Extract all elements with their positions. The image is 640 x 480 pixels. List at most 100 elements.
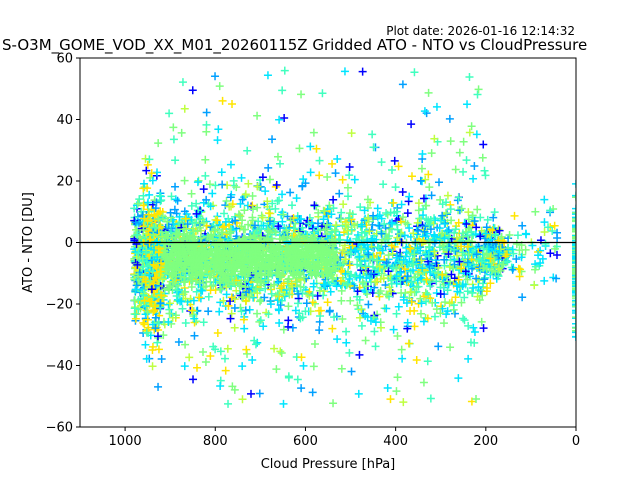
data-point [396, 229, 405, 238]
data-point [187, 282, 196, 291]
data-point [462, 220, 471, 229]
data-point [531, 265, 540, 274]
data-point [572, 328, 576, 337]
data-point [284, 302, 293, 311]
data-point [217, 264, 226, 273]
data-point [379, 180, 388, 189]
data-point [248, 191, 257, 200]
data-point [442, 227, 451, 236]
data-point [387, 279, 396, 288]
data-point [279, 264, 288, 273]
data-point [260, 293, 269, 302]
data-point [226, 314, 235, 323]
data-point [550, 221, 559, 230]
data-point [338, 175, 347, 184]
data-point [181, 259, 190, 268]
data-point [350, 175, 359, 184]
data-point [153, 237, 162, 246]
data-point [293, 375, 302, 384]
data-point [572, 323, 576, 332]
data-point [572, 314, 576, 323]
data-point [382, 258, 391, 267]
data-point [368, 130, 377, 139]
data-point [213, 329, 222, 338]
data-point [304, 258, 313, 267]
data-point [572, 258, 576, 267]
data-point [572, 239, 576, 248]
data-point [203, 250, 212, 259]
data-point [336, 215, 345, 224]
data-point [552, 274, 561, 283]
data-point [298, 289, 307, 298]
data-point [298, 223, 307, 232]
data-point [404, 339, 413, 348]
data-point [193, 178, 202, 187]
data-point [130, 296, 139, 305]
data-point [297, 384, 306, 393]
data-point [438, 270, 447, 279]
data-point [244, 220, 253, 229]
data-point [218, 260, 227, 269]
data-point [348, 241, 357, 250]
data-point [269, 263, 278, 272]
data-point [509, 249, 518, 258]
data-point [154, 319, 163, 328]
data-point [366, 316, 375, 325]
data-point [259, 322, 268, 331]
data-point [309, 128, 318, 137]
data-point [204, 292, 213, 301]
data-point [147, 169, 156, 178]
data-point [572, 277, 576, 286]
data-point [572, 232, 576, 241]
data-point [174, 265, 183, 274]
data-point [142, 306, 151, 315]
data-point [322, 220, 331, 229]
data-point [224, 264, 233, 273]
data-point [450, 260, 459, 269]
data-point [195, 256, 204, 265]
data-point [299, 273, 308, 282]
data-point [463, 275, 472, 284]
data-point [369, 143, 378, 152]
data-point [183, 220, 192, 229]
data-point [354, 389, 363, 398]
data-point [223, 344, 232, 353]
data-point [414, 226, 423, 235]
data-point [572, 289, 576, 298]
data-point [241, 225, 250, 234]
data-point [318, 89, 327, 98]
data-point [141, 248, 150, 257]
data-point [472, 274, 481, 283]
data-point [414, 199, 423, 208]
data-point [133, 230, 142, 239]
data-point [154, 244, 163, 253]
data-point [572, 244, 576, 253]
data-point [297, 90, 306, 99]
data-point [357, 220, 366, 229]
data-point [512, 255, 521, 264]
data-point [259, 221, 268, 230]
data-point [464, 262, 473, 271]
data-point [258, 213, 267, 222]
data-point [432, 102, 441, 111]
data-point [477, 317, 486, 326]
data-point [241, 306, 250, 315]
data-point [172, 237, 181, 246]
data-point [306, 142, 315, 151]
data-point [246, 389, 255, 398]
data-point [266, 300, 275, 309]
data-point [572, 274, 576, 283]
data-point [138, 247, 147, 256]
data-point [487, 266, 496, 275]
data-point [469, 174, 478, 183]
data-point [301, 307, 310, 316]
data-point [321, 280, 330, 289]
data-point [333, 154, 342, 163]
data-point [325, 264, 334, 273]
data-point [410, 322, 419, 331]
data-point [572, 224, 576, 233]
data-point [163, 233, 172, 242]
data-point [218, 96, 227, 105]
data-point [294, 228, 303, 237]
data-point [224, 399, 233, 408]
